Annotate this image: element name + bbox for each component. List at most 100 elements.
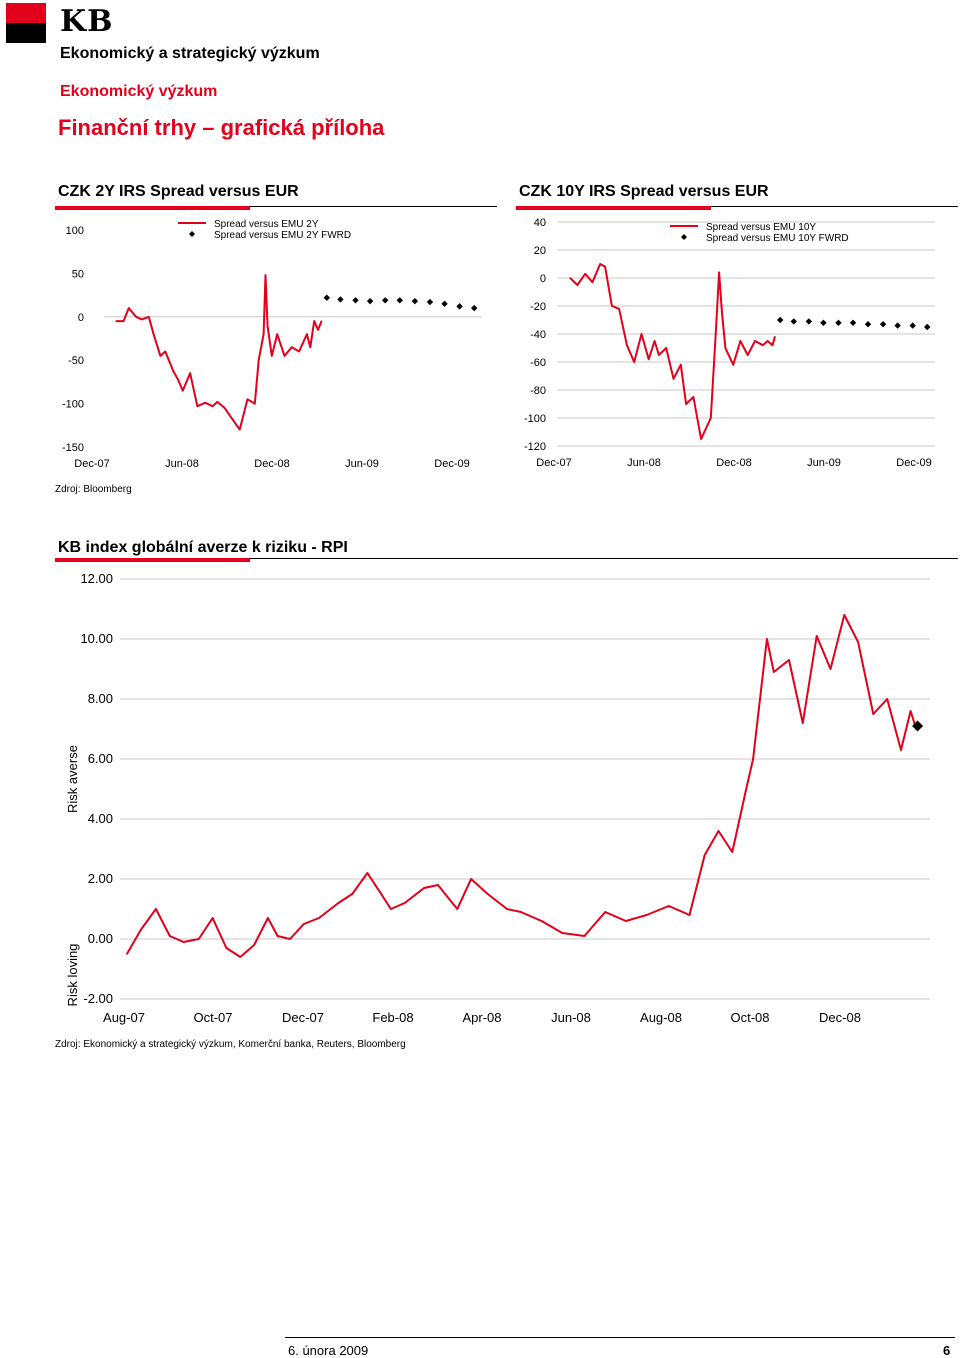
x-tick-label: Aug-08: [640, 1010, 682, 1025]
data-point: [625, 920, 627, 922]
data-point: [172, 369, 174, 372]
data-point: [714, 333, 717, 335]
y-tick-label: 40: [534, 217, 546, 229]
data-point: [283, 355, 286, 357]
x-tick-label: Jun-08: [165, 458, 199, 470]
x-tick-label: Jun-08: [551, 1010, 591, 1025]
data-point: [159, 355, 162, 357]
subdepartment-name: Ekonomický výzkum: [60, 83, 218, 100]
kb-logo-mark: [6, 3, 46, 43]
legend-label: Spread versus EMU 10Y FWRD: [706, 233, 849, 244]
y-tick-label: -100: [62, 399, 84, 411]
data-point: [211, 405, 214, 408]
data-point: [599, 263, 602, 265]
data-point: [246, 398, 249, 401]
x-tick-label: Oct-08: [730, 1010, 769, 1025]
chart2-title-accent: [516, 206, 711, 210]
forward-marker: [396, 297, 403, 304]
x-tick-label: Dec-09: [896, 457, 931, 469]
data-point: [318, 917, 320, 919]
data-point: [576, 284, 579, 286]
data-point: [773, 671, 775, 673]
x-tick-label: Dec-08: [819, 1010, 861, 1025]
legend-marker-swatch: [681, 234, 687, 240]
data-point: [710, 417, 712, 419]
data-point: [766, 638, 768, 640]
data-point: [886, 698, 888, 700]
data-point: [761, 344, 764, 347]
x-tick-label: Dec-09: [434, 458, 469, 470]
x-tick-label: Apr-08: [462, 1010, 501, 1025]
data-point: [584, 273, 586, 275]
x-tick-label: Jun-09: [807, 457, 841, 469]
data-point: [289, 938, 291, 940]
x-tick-label: Feb-08: [372, 1010, 413, 1025]
data-point: [126, 953, 128, 955]
y-tick-label: -120: [524, 441, 546, 453]
forward-marker: [790, 318, 798, 325]
data-point: [685, 403, 687, 405]
data-point: [718, 271, 720, 274]
data-point: [182, 941, 185, 943]
data-point: [640, 333, 643, 335]
x-tick-label: Jun-09: [345, 458, 379, 470]
y-axis-label-secondary: Risk loving: [65, 944, 80, 1007]
data-point: [618, 308, 620, 310]
data-point: [204, 401, 206, 404]
data-point: [745, 788, 747, 790]
y-tick-label: -150: [62, 442, 84, 454]
data-point: [168, 935, 171, 937]
chart1-title-accent: [55, 206, 250, 210]
data-point: [732, 364, 734, 366]
forward-marker: [411, 297, 419, 305]
data-point: [540, 920, 543, 922]
data-point: [216, 401, 219, 403]
y-axis-label: Risk averse: [65, 745, 80, 813]
forward-marker: [805, 318, 813, 325]
data-point: [626, 344, 628, 347]
data-point: [802, 722, 804, 724]
data-point: [139, 929, 142, 931]
data-point: [520, 911, 522, 913]
y-tick-label: 8.00: [88, 691, 113, 706]
y-tick-label: 4.00: [88, 811, 113, 826]
data-point: [506, 908, 508, 910]
data-point: [128, 307, 130, 309]
y-tick-label: -20: [530, 301, 546, 313]
footer-date: 6. února 2009: [288, 1343, 369, 1358]
chart3-title-rule: [55, 558, 958, 559]
forward-marker: [879, 321, 887, 328]
data-point: [857, 641, 859, 643]
forward-marker: [426, 298, 434, 306]
data-point: [591, 281, 594, 284]
data-point: [731, 851, 734, 853]
forward-marker: [441, 300, 448, 307]
data-point: [239, 956, 242, 958]
data-point: [752, 758, 754, 760]
y-tick-label: 0: [540, 273, 546, 285]
data-point: [815, 635, 818, 637]
data-point: [196, 405, 199, 408]
y-tick-label: 0: [78, 312, 84, 324]
data-point: [380, 893, 383, 895]
y-tick-label: 100: [66, 225, 84, 237]
data-point: [437, 884, 439, 886]
data-point: [647, 358, 650, 361]
data-point: [583, 935, 586, 937]
data-point: [739, 340, 742, 342]
legend-marker-swatch: [189, 231, 195, 237]
legend-label: Spread versus EMU 10Y: [706, 222, 816, 233]
forward-marker: [864, 321, 872, 328]
y-tick-label: 6.00: [88, 751, 113, 766]
data-point: [122, 320, 125, 322]
x-tick-label: Aug-07: [103, 1010, 145, 1025]
forward-marker: [849, 319, 857, 326]
data-point: [843, 614, 846, 616]
data-point: [746, 354, 749, 356]
x-tick-label: Dec-07: [536, 457, 571, 469]
data-point: [276, 333, 278, 335]
data-point: [909, 710, 912, 712]
forward-marker: [471, 304, 478, 312]
